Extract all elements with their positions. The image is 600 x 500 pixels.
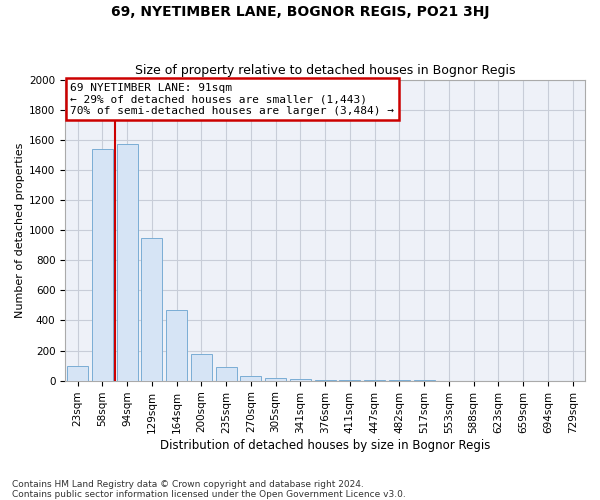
Bar xyxy=(116,144,137,380)
Y-axis label: Number of detached properties: Number of detached properties xyxy=(15,142,25,318)
Bar xyxy=(290,379,311,380)
Bar xyxy=(265,378,286,380)
X-axis label: Distribution of detached houses by size in Bognor Regis: Distribution of detached houses by size … xyxy=(160,440,490,452)
Title: Size of property relative to detached houses in Bognor Regis: Size of property relative to detached ho… xyxy=(135,64,515,77)
Bar xyxy=(67,366,88,380)
Bar xyxy=(215,367,236,380)
Bar xyxy=(92,149,113,380)
Bar xyxy=(240,376,262,380)
Bar xyxy=(191,354,212,380)
Bar xyxy=(141,238,163,380)
Text: 69, NYETIMBER LANE, BOGNOR REGIS, PO21 3HJ: 69, NYETIMBER LANE, BOGNOR REGIS, PO21 3… xyxy=(111,5,489,19)
Text: Contains HM Land Registry data © Crown copyright and database right 2024.
Contai: Contains HM Land Registry data © Crown c… xyxy=(12,480,406,499)
Bar xyxy=(166,310,187,380)
Text: 69 NYETIMBER LANE: 91sqm
← 29% of detached houses are smaller (1,443)
70% of sem: 69 NYETIMBER LANE: 91sqm ← 29% of detach… xyxy=(70,82,394,116)
